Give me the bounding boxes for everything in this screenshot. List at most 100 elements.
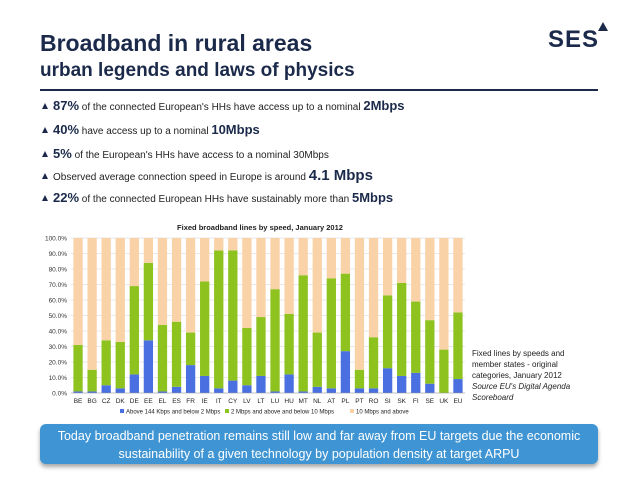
triangle-bullet-icon: [42, 127, 48, 133]
bar-segment: [312, 332, 322, 387]
x-tick-label: PL: [341, 398, 349, 405]
y-tick-label: 90.0%: [49, 251, 68, 258]
note-source: Scoreboard: [472, 393, 514, 402]
note-line: categories, January 2012: [472, 371, 562, 380]
bar-segment: [242, 238, 252, 328]
bar-segment: [101, 238, 111, 341]
bar-segment: [326, 388, 336, 393]
bar-segment: [256, 238, 266, 318]
bullet-emphasis: 4.1 Mbps: [308, 167, 373, 184]
bar-segment: [354, 369, 365, 389]
bullet-item: 87% of the connected European's HHs have…: [42, 98, 405, 113]
bar-segment: [256, 317, 266, 376]
bar-segment: [143, 340, 154, 393]
ses-logo: SES: [548, 26, 600, 53]
bar-segment: [411, 301, 421, 373]
bar-segment: [425, 383, 435, 393]
bullet-highlight: 87%: [53, 98, 80, 113]
bullet-text: Observed average connection speed in Eur…: [53, 172, 309, 183]
bar-segment: [171, 386, 182, 393]
slide-title: Broadband in rural areas: [40, 30, 313, 56]
y-tick-label: 30.0%: [49, 344, 68, 351]
legend-label: 2 Mbps and above and below 10 Mbps: [231, 410, 334, 416]
bar-segment: [87, 391, 97, 393]
bar-segment: [453, 312, 463, 380]
triangle-bullet-icon: [42, 151, 48, 157]
bar-segment: [453, 379, 463, 393]
bar-segment: [200, 281, 210, 376]
bullet-item: 40% have access up to a nominal 10Mbps: [42, 122, 260, 137]
bar-segment: [87, 238, 97, 370]
bar-segment: [312, 238, 322, 333]
legend-swatch: [350, 409, 354, 413]
bar-segment: [129, 286, 139, 375]
bar-segment: [73, 238, 83, 345]
conclusion-banner: Today broadband penetration remains stil…: [40, 424, 598, 464]
bar-segment: [298, 275, 308, 392]
bar-segment: [214, 388, 224, 393]
bar-segment: [185, 238, 196, 333]
bar-segment: [228, 380, 238, 393]
bar-segment: [382, 238, 393, 296]
banner-line: Today broadband penetration remains stil…: [57, 429, 581, 443]
x-tick-label: IE: [202, 398, 209, 405]
legend-swatch: [120, 409, 124, 413]
logo-triangle-icon: [598, 22, 608, 31]
x-tick-label: FI: [413, 398, 419, 405]
bar-segment: [115, 388, 125, 393]
x-tick-label: DE: [130, 398, 140, 405]
note-line: Fixed lines by speeds and: [472, 349, 565, 358]
x-tick-label: EU: [453, 398, 462, 405]
broadband-speed-chart: Fixed broadband lines by speed, January …: [45, 223, 465, 416]
bar-segment: [200, 375, 210, 393]
y-tick-label: 10.0%: [49, 375, 68, 382]
x-tick-label: LT: [257, 398, 264, 405]
x-tick-label: ES: [172, 398, 181, 405]
bullet-text: of the European's HHs have access to a n…: [71, 150, 329, 161]
x-tick-label: BG: [87, 398, 96, 405]
bar-segment: [439, 238, 449, 350]
bar-segment: [200, 238, 210, 282]
y-tick-label: 80.0%: [49, 267, 68, 274]
bar-segment: [382, 295, 393, 369]
bar-segment: [214, 238, 224, 251]
bar-segment: [439, 349, 449, 393]
bar-segment: [298, 238, 308, 276]
bar-segment: [382, 368, 393, 393]
triangle-bullet-icon: [42, 173, 48, 179]
x-tick-label: EL: [158, 398, 166, 405]
bullet-emphasis: 2Mbps: [363, 98, 405, 113]
bar-segment: [242, 385, 252, 393]
bar-segment: [157, 391, 168, 393]
legend-label: 10 Mbps and above: [356, 410, 409, 416]
bar-segment: [157, 324, 168, 392]
bar-segment: [143, 262, 154, 341]
x-tick-label: AT: [327, 398, 335, 405]
bar-segment: [157, 238, 168, 325]
bar-segment: [326, 238, 336, 279]
y-tick-label: 20.0%: [49, 360, 68, 367]
triangle-bullet-icon: [42, 195, 48, 201]
bullet-emphasis: 10Mbps: [211, 122, 260, 137]
y-tick-label: 60.0%: [49, 298, 68, 305]
bar-segment: [312, 386, 322, 393]
note-source: Source EU's Digital Agenda: [472, 382, 571, 391]
bar-segment: [270, 238, 280, 290]
bullet-text: of the connected European's HHs have acc…: [79, 102, 364, 113]
banner-line: sustainability of a given technology by …: [118, 447, 520, 461]
bar-segment: [242, 327, 252, 386]
legend-swatch: [225, 409, 229, 413]
bar-segment: [284, 238, 294, 314]
bar-segment: [397, 238, 407, 283]
note-line: member states - original: [472, 360, 558, 369]
bar-segment: [115, 341, 125, 389]
triangle-bullet-icon: [42, 103, 48, 109]
bullet-emphasis: 5Mbps: [351, 190, 394, 205]
x-tick-label: MT: [298, 398, 307, 405]
bullet-item: 5% of the European's HHs have access to …: [42, 146, 329, 161]
bar-segment: [284, 374, 294, 393]
x-tick-label: PT: [355, 398, 363, 405]
bar-segment: [270, 391, 280, 393]
x-tick-label: BE: [74, 398, 83, 405]
x-tick-label: EE: [144, 398, 153, 405]
